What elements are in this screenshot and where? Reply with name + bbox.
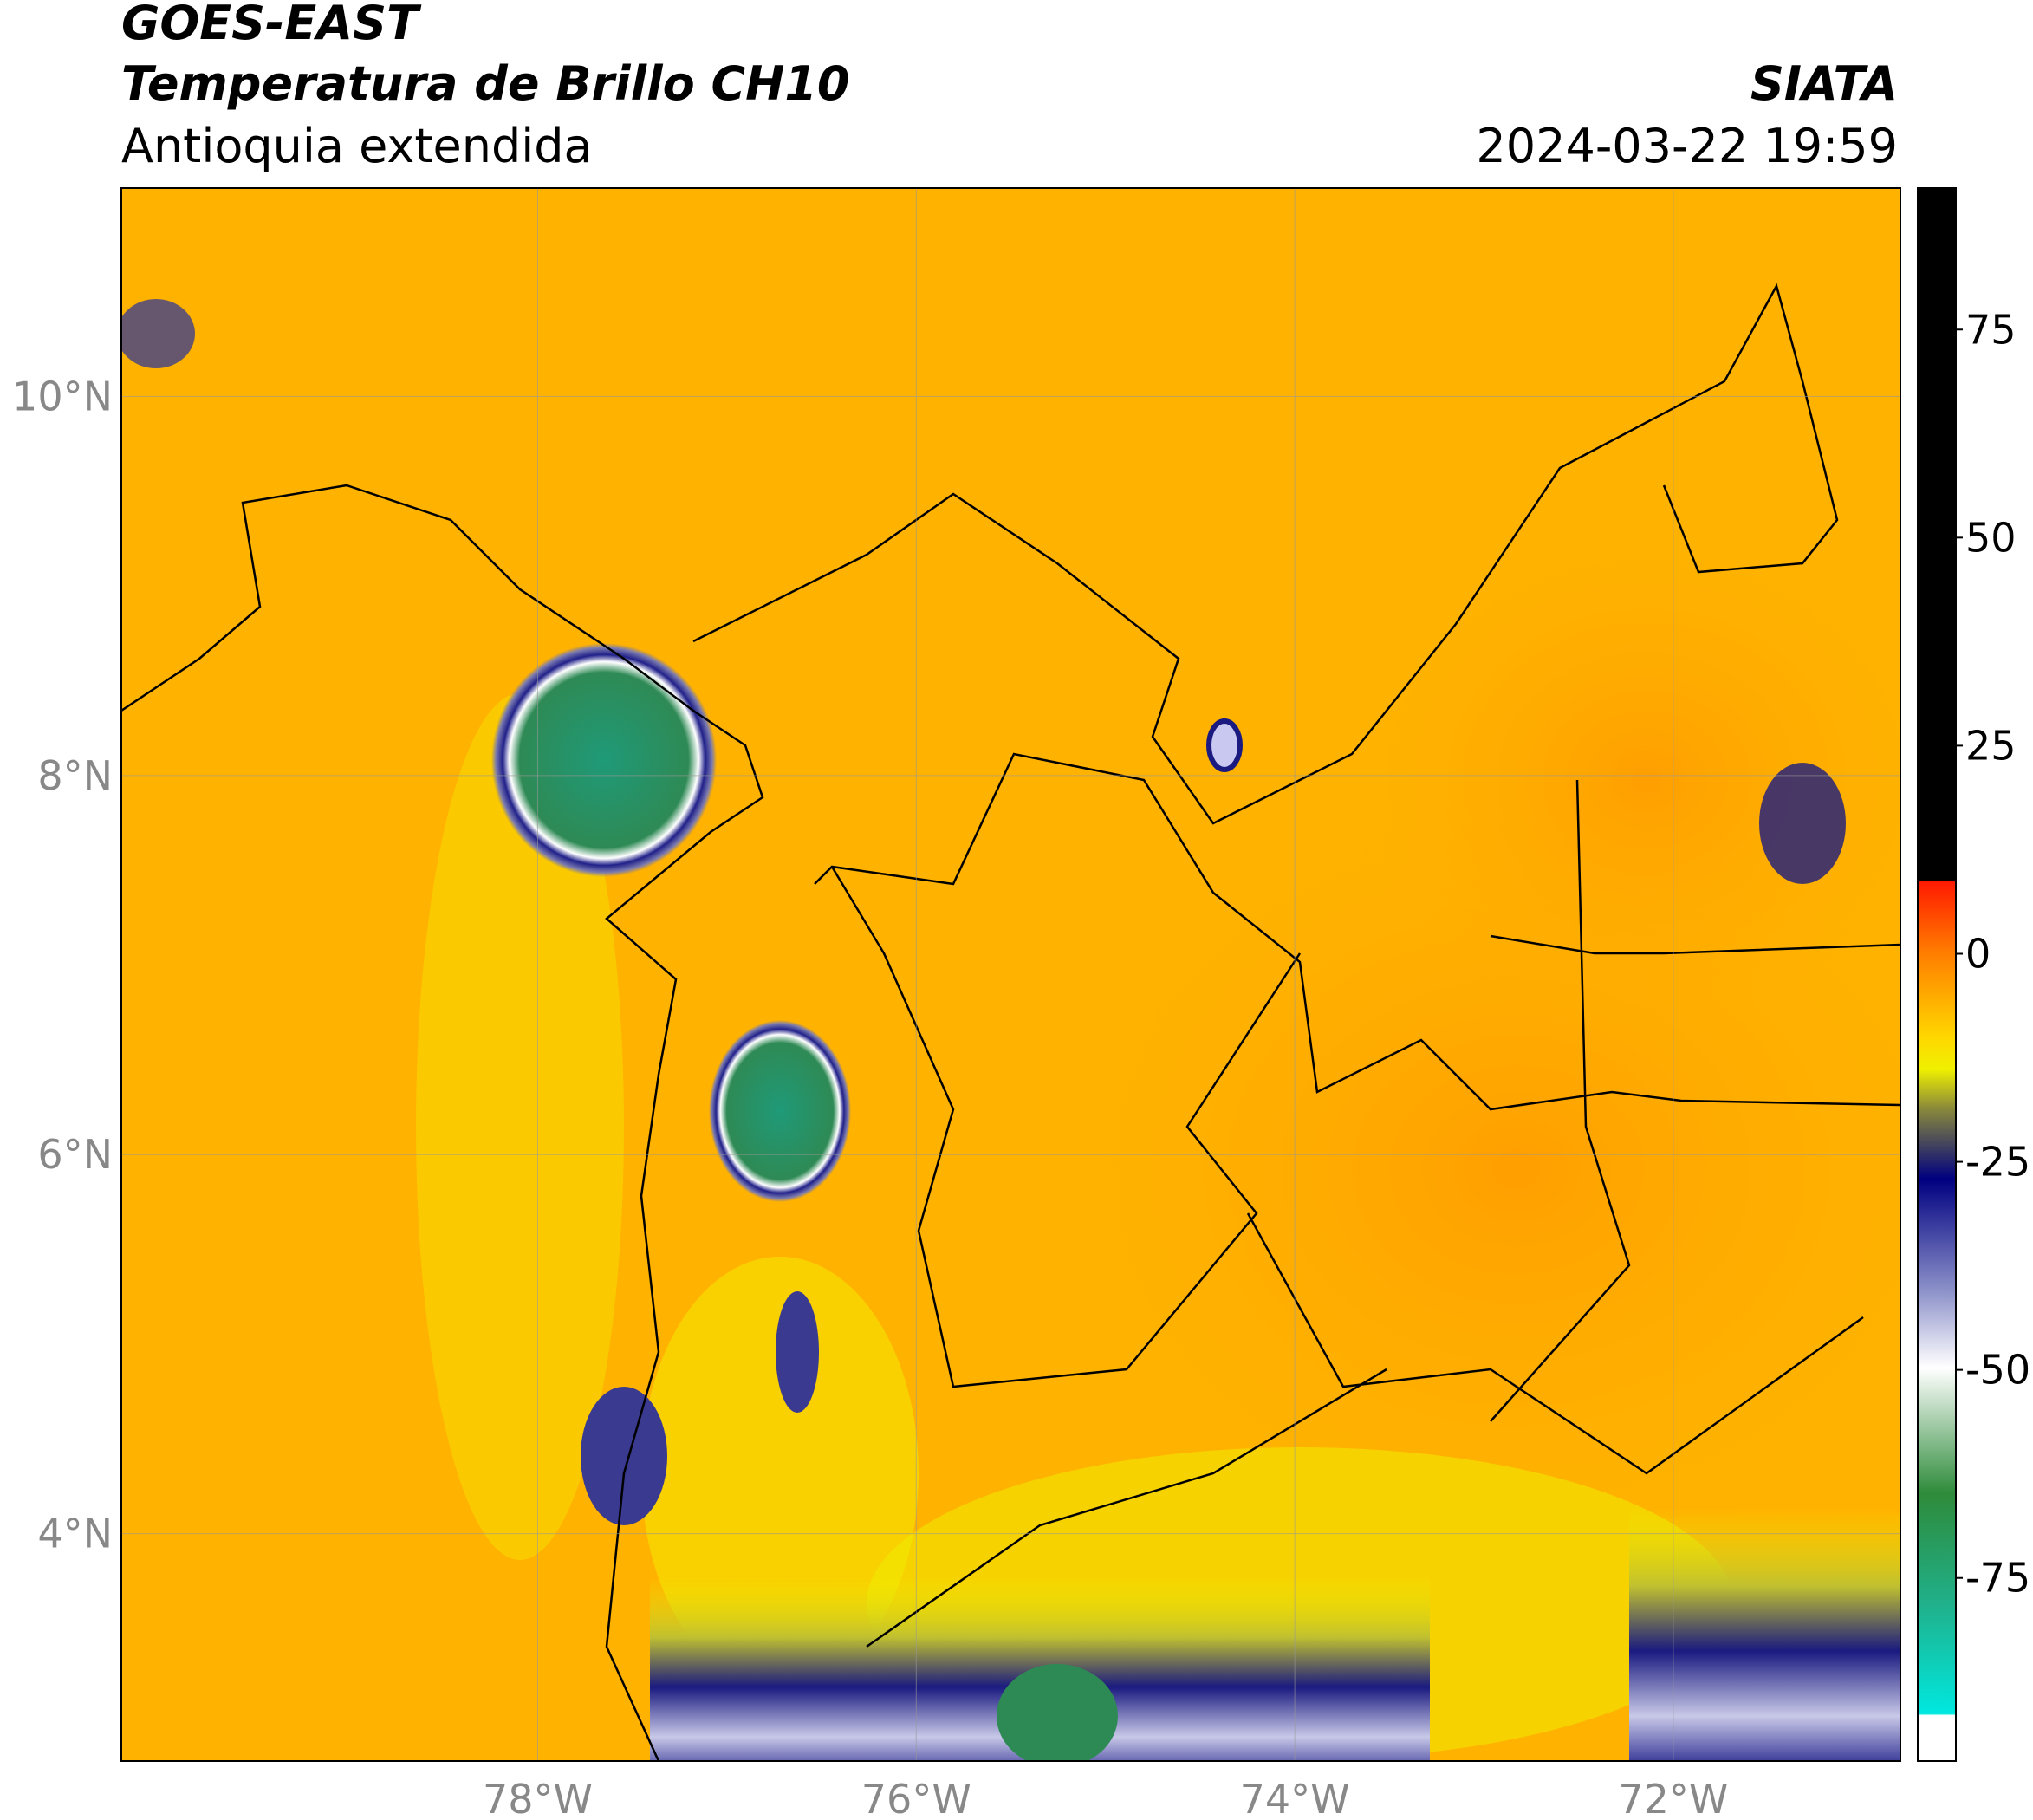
y-tick-label: 8°N (37, 752, 113, 799)
x-tick-label: 76°W (861, 1776, 971, 1820)
colorbar-tick-label: -75 (1965, 1555, 2030, 1602)
cloud (581, 1387, 667, 1525)
y-tick-label: 6°N (37, 1131, 113, 1178)
colorbar-tick-label: 50 (1965, 514, 2017, 561)
x-tick-label: 74°W (1240, 1776, 1350, 1820)
grid (121, 188, 1900, 1761)
region: Antioquia extendida (121, 119, 593, 173)
product: Temperatura de Brillo CH10 (121, 56, 850, 111)
colorbar-tick-label: -25 (1965, 1139, 2030, 1186)
cloud (416, 693, 624, 1560)
warm-region (1343, 520, 1900, 1040)
map (121, 188, 1900, 1761)
cloud (121, 299, 195, 368)
cloud (776, 1291, 819, 1413)
coastline (692, 283, 1839, 825)
colorbar-tick-label: 25 (1965, 722, 2017, 769)
cloud-core (997, 1664, 1118, 1761)
x-tick-label: 72°W (1618, 1776, 1728, 1820)
map-frame (120, 187, 1901, 1762)
boundary (830, 779, 1900, 1648)
colorbar (1917, 187, 1957, 1762)
y-tick-label: 10°N (12, 374, 113, 420)
source: SIATA (1750, 56, 1898, 111)
cloud-band (1629, 1508, 1900, 1761)
convective-cell (709, 1020, 851, 1202)
x-tick-label: 78°W (483, 1776, 593, 1820)
satellite: GOES-EAST (121, 0, 422, 50)
datetime: 2024-03-22 19:59 (1476, 119, 1898, 173)
cloud (1206, 718, 1243, 772)
y-tick-label: 4°N (37, 1511, 113, 1557)
colorbar-tick-label: 75 (1965, 306, 2017, 353)
colorbar-tick-label: -50 (1965, 1347, 2030, 1394)
boundary (814, 752, 1900, 1111)
colorbar-tick-label: 0 (1965, 930, 1991, 977)
convective-cell (491, 643, 717, 877)
coastline (121, 484, 764, 1761)
cloud (1759, 763, 1846, 884)
